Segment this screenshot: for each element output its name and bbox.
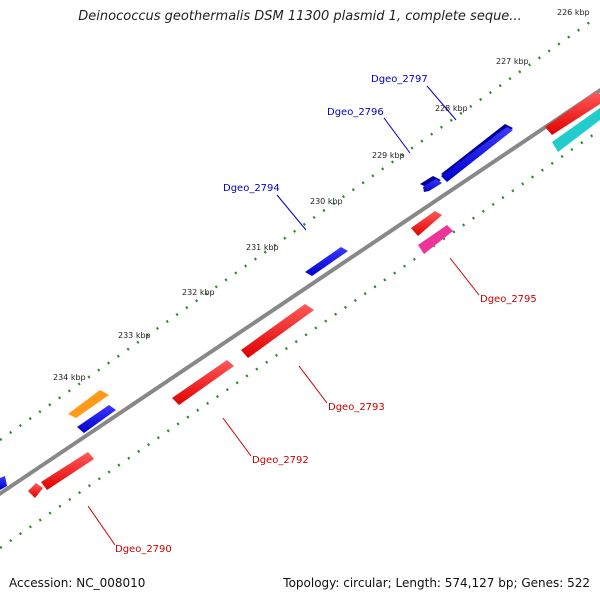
gene-feature[interactable] [545, 92, 600, 135]
map-title: Deinococcus geothermalis DSM 11300 plasm… [78, 9, 522, 24]
gene-dgeo-2793[interactable] [241, 304, 314, 358]
label-dgeo-2795[interactable]: Dgeo_2795 [480, 294, 537, 305]
label-dgeo-2796[interactable]: Dgeo_2796 [327, 107, 384, 118]
topology-summary: Topology: circular; Length: 574,127 bp; … [283, 576, 590, 590]
leader-dgeo-2792 [222, 417, 252, 457]
gene-dgeo-2795-a[interactable] [411, 211, 442, 236]
gene-dgeo-2790[interactable] [41, 452, 94, 490]
label-dgeo-2790[interactable]: Dgeo_2790 [115, 544, 172, 555]
gene-feature[interactable] [28, 483, 43, 498]
gene-dgeo-2794[interactable] [305, 247, 348, 276]
leader-dgeo-2793 [298, 365, 328, 404]
gene-feature[interactable] [552, 108, 600, 152]
tick-label-226: 226 kbp [557, 8, 590, 17]
gene-feature[interactable] [77, 405, 116, 433]
gene-dgeo-2795[interactable] [418, 225, 453, 254]
reverse-genes [28, 211, 453, 498]
tick-label-227: 227 kbp [496, 57, 529, 66]
tick-label-232: 232 kbp [182, 288, 215, 297]
label-dgeo-2793[interactable]: Dgeo_2793 [328, 402, 385, 413]
plasmid-backbone [0, 87, 600, 497]
leader-dgeo-2794 [276, 194, 307, 231]
gene-feature[interactable] [423, 179, 442, 192]
gene-feature[interactable] [420, 176, 441, 188]
forward-genes [0, 92, 600, 490]
tick-label-233: 233 kbp [118, 331, 151, 340]
label-leaders [87, 85, 480, 546]
leader-dgeo-2797 [426, 85, 457, 121]
leader-dgeo-2795 [449, 257, 480, 296]
leader-dgeo-2796 [383, 117, 411, 154]
leader-dgeo-2790 [87, 505, 116, 546]
tick-labels: 226 kbp 227 kbp 228 kbp 229 kbp 230 kbp … [53, 8, 590, 382]
tick-label-229: 229 kbp [372, 151, 405, 160]
inner-tick-track [0, 128, 600, 550]
tick-label-228: 228 kbp [435, 104, 468, 113]
tick-label-230: 230 kbp [310, 197, 343, 206]
gene-dgeo-2797-body[interactable] [441, 127, 513, 182]
accession-text: Accession: NC_008010 [9, 576, 146, 590]
label-dgeo-2794[interactable]: Dgeo_2794 [223, 183, 280, 194]
tick-label-231: 231 kbp [246, 243, 279, 252]
tick-label-234: 234 kbp [53, 373, 86, 382]
gene-feature[interactable] [0, 476, 7, 490]
gene-labels: Dgeo_2797 Dgeo_2796 Dgeo_2794 Dgeo_2795 … [115, 74, 537, 555]
gene-feature[interactable] [68, 390, 109, 418]
label-dgeo-2792[interactable]: Dgeo_2792 [252, 455, 309, 466]
outer-tick-track [0, 20, 591, 442]
gene-dgeo-2792[interactable] [172, 360, 234, 405]
label-dgeo-2797[interactable]: Dgeo_2797 [371, 74, 428, 85]
